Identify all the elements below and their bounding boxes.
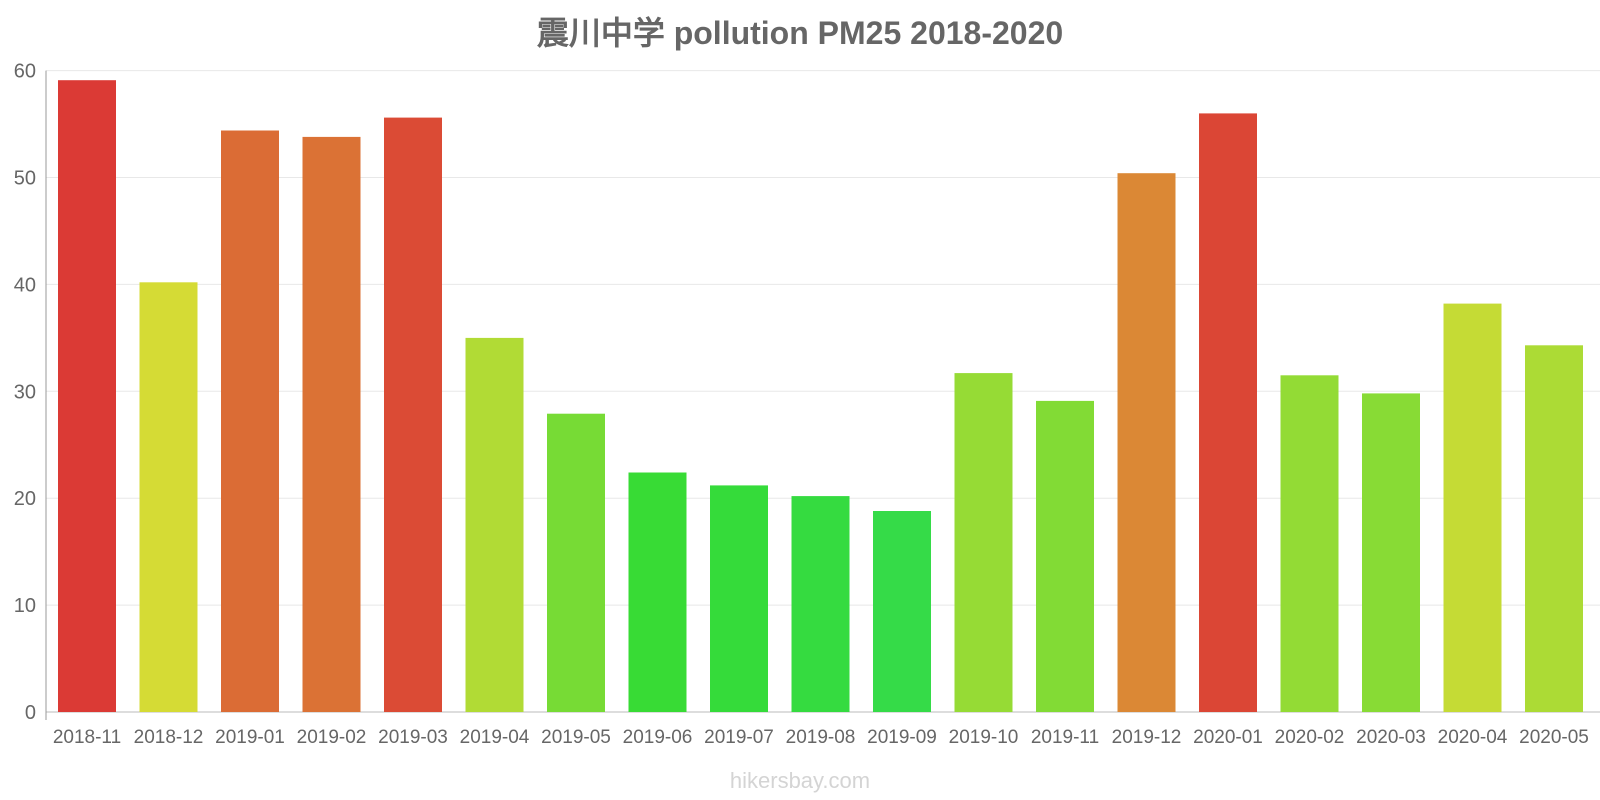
svg-text:2019-10: 2019-10 — [949, 727, 1019, 748]
svg-text:2019-02: 2019-02 — [297, 727, 367, 748]
svg-text:60: 60 — [14, 61, 36, 83]
svg-text:2019-07: 2019-07 — [704, 727, 774, 748]
svg-text:2018-12: 2018-12 — [134, 727, 204, 748]
svg-text:2018-11: 2018-11 — [53, 727, 121, 748]
svg-text:2019-01: 2019-01 — [215, 727, 285, 748]
svg-text:30: 30 — [14, 381, 36, 403]
svg-text:2019-05: 2019-05 — [541, 727, 611, 748]
svg-text:2019-12: 2019-12 — [1112, 727, 1182, 748]
svg-text:10: 10 — [14, 595, 36, 617]
svg-text:2019-08: 2019-08 — [786, 727, 856, 748]
svg-text:0: 0 — [25, 702, 36, 724]
svg-text:2020-01: 2020-01 — [1193, 727, 1263, 748]
svg-text:2020-04: 2020-04 — [1438, 727, 1508, 748]
svg-text:2019-11: 2019-11 — [1031, 727, 1099, 748]
svg-text:2020-03: 2020-03 — [1356, 727, 1426, 748]
svg-text:2019-06: 2019-06 — [623, 727, 693, 748]
svg-text:40: 40 — [14, 274, 36, 296]
svg-text:50: 50 — [14, 168, 36, 190]
svg-text:2020-02: 2020-02 — [1275, 727, 1345, 748]
svg-text:2019-04: 2019-04 — [460, 727, 530, 748]
svg-text:2019-09: 2019-09 — [867, 727, 937, 748]
svg-text:20: 20 — [14, 488, 36, 510]
svg-text:2019-03: 2019-03 — [378, 727, 448, 748]
svg-text:2020-05: 2020-05 — [1519, 727, 1589, 748]
